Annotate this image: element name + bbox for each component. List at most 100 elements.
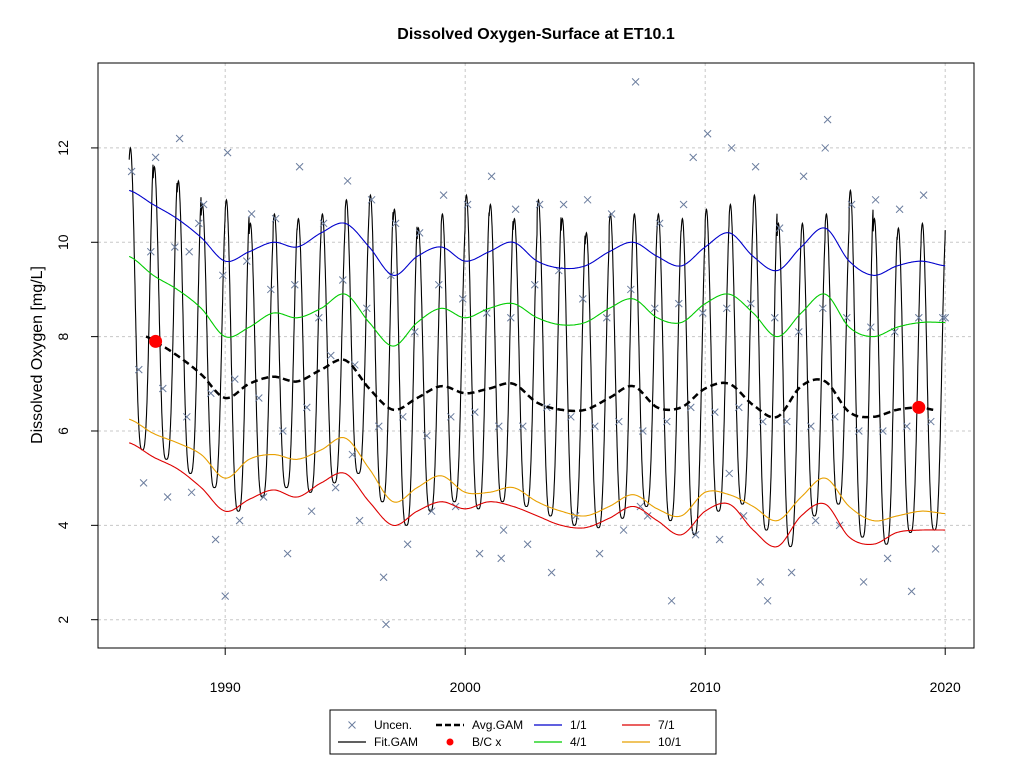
uncen-point <box>902 422 911 431</box>
uncen-point <box>871 195 880 204</box>
uncen-point <box>806 422 815 431</box>
uncen-point <box>530 280 539 289</box>
legend-label: Fit.GAM <box>374 735 418 749</box>
uncen-point <box>636 502 645 511</box>
uncen-point <box>446 412 455 421</box>
uncen-point <box>847 200 856 209</box>
series-10-1 <box>129 418 946 522</box>
uncen-point <box>710 408 719 416</box>
uncen-point <box>866 323 875 332</box>
uncen-point <box>583 195 592 204</box>
uncen-point <box>854 427 863 435</box>
legend-item-b-c-x: B/C x <box>446 735 501 749</box>
series-1-1 <box>129 189 946 276</box>
uncen-point <box>338 276 347 284</box>
uncen-point <box>590 422 599 431</box>
uncen-point <box>511 205 520 214</box>
x-tick-label: 2010 <box>690 679 721 695</box>
uncen-point <box>382 620 390 629</box>
legend-item-avg-gam: Avg.GAM <box>436 718 523 732</box>
uncen-point <box>146 247 155 256</box>
uncen-point <box>883 554 892 563</box>
uncen-point <box>686 403 695 412</box>
x-tick-label: 2020 <box>930 679 961 695</box>
uncen-point <box>199 200 208 209</box>
legend-label: B/C x <box>472 735 501 749</box>
y-tick-label: 12 <box>55 140 71 156</box>
x-tick-label: 1990 <box>210 679 241 695</box>
uncen-point <box>355 516 364 525</box>
uncen-point <box>926 417 935 426</box>
uncen-point <box>307 507 316 516</box>
uncen-point <box>151 153 160 162</box>
uncen-point <box>655 219 664 228</box>
legend-label: Avg.GAM <box>472 718 523 732</box>
uncen-point <box>679 200 688 209</box>
uncen-point <box>206 389 215 398</box>
uncen-point <box>290 280 299 289</box>
uncen-point <box>799 172 808 181</box>
uncen-point <box>374 422 383 431</box>
uncen-point <box>348 450 357 459</box>
uncen-point <box>158 384 167 393</box>
uncen-point <box>439 191 448 199</box>
plot-data <box>127 78 950 629</box>
series-avg-gam <box>145 335 934 419</box>
uncen-point <box>422 431 431 440</box>
uncen-point <box>559 200 568 209</box>
uncen-point <box>427 507 436 516</box>
grid <box>98 63 974 648</box>
uncen-point <box>218 271 227 280</box>
uncen-point <box>518 422 527 431</box>
legend-item-fit-gam: Fit.GAM <box>338 735 418 749</box>
uncen-point <box>631 78 640 86</box>
axes: 1990 2000 2010 2020 2 4 6 8 10 12 <box>55 140 961 695</box>
y-tick-label: 4 <box>55 521 71 529</box>
legend-label: 1/1 <box>570 718 587 732</box>
uncen-point <box>662 417 671 426</box>
plot-frame <box>97 62 975 649</box>
uncen-point <box>775 224 784 232</box>
uncen-point <box>756 578 765 586</box>
legend-label: 7/1 <box>658 718 675 732</box>
uncen-point <box>278 427 287 435</box>
uncen-point <box>571 512 580 520</box>
uncen-point <box>715 535 724 544</box>
legend-swatch <box>446 738 454 746</box>
uncen-point <box>247 210 256 218</box>
uncen-point <box>907 587 916 596</box>
uncen-point <box>811 516 820 525</box>
uncen-point <box>223 148 232 157</box>
uncen-point <box>470 408 479 416</box>
uncen-point <box>818 304 827 313</box>
uncen-point <box>602 313 611 322</box>
uncen-point <box>842 313 851 322</box>
legend-item-7-1: 7/1 <box>622 718 675 732</box>
uncen-point <box>830 412 839 421</box>
uncen-point <box>919 191 928 199</box>
uncen-point <box>221 592 230 600</box>
uncen-point <box>319 219 328 228</box>
series-7-1 <box>129 442 946 548</box>
uncen-point <box>187 488 196 497</box>
uncen-point <box>746 299 755 308</box>
legend-item-10-1: 10/1 <box>622 735 682 749</box>
uncen-point <box>175 134 184 143</box>
uncen-point <box>859 578 868 586</box>
uncen-point <box>607 210 616 218</box>
uncen-point <box>878 427 887 435</box>
y-tick-label: 6 <box>55 427 71 435</box>
uncen-point <box>499 526 508 534</box>
uncen-point <box>254 394 263 402</box>
uncen-point <box>259 493 268 501</box>
chart-title: Dissolved Oxygen-Surface at ET10.1 <box>397 26 675 43</box>
uncen-point <box>667 596 676 605</box>
legend-label: 4/1 <box>570 735 587 749</box>
legend-box <box>329 709 717 755</box>
uncen-point <box>782 417 791 426</box>
uncen-point <box>475 549 484 558</box>
legend-label: 10/1 <box>658 735 682 749</box>
uncen-point <box>821 144 830 152</box>
legend-label: Uncen. <box>374 718 412 732</box>
